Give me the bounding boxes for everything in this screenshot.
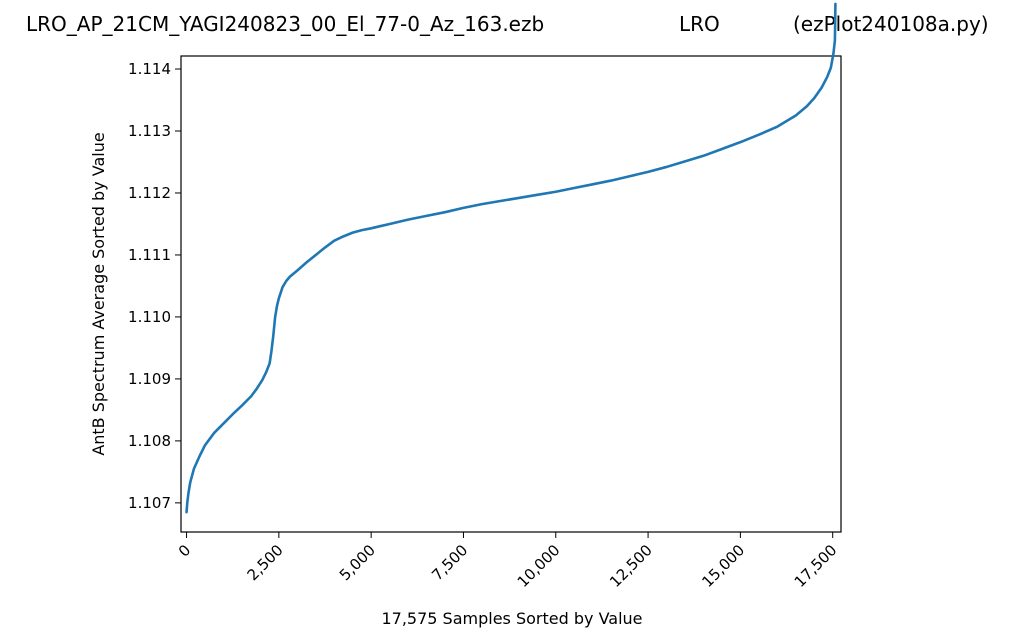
x-tick-label: 15,000 bbox=[698, 541, 748, 591]
x-axis: 0 2,500 5,000 7,500 10,000 12,500 15,000 17,500 bbox=[175, 532, 841, 591]
header-right: (ezPlot240108a.py) bbox=[793, 12, 989, 36]
y-axis: 1.107 1.108 1.109 1.110 1.111 1.112 1.113 1.114 bbox=[128, 60, 181, 512]
y-tick-label: 1.109 bbox=[128, 370, 171, 388]
y-tick-label: 1.110 bbox=[128, 308, 171, 326]
x-tick-label: 0 bbox=[175, 541, 194, 560]
y-tick-label: 1.114 bbox=[128, 60, 171, 78]
x-tick-label: 7,500 bbox=[428, 541, 471, 584]
y-tick-label: 1.108 bbox=[128, 432, 171, 450]
x-tick-label: 2,500 bbox=[244, 541, 287, 584]
x-tick-label: 5,000 bbox=[336, 541, 379, 584]
x-tick-label: 17,500 bbox=[791, 541, 841, 591]
x-tick-label: 10,000 bbox=[514, 541, 564, 591]
y-axis-label: AntB Spectrum Average Sorted by Value bbox=[89, 132, 108, 455]
y-tick-label: 1.111 bbox=[128, 246, 171, 264]
plot-frame bbox=[180, 55, 842, 533]
y-tick-label: 1.113 bbox=[128, 122, 171, 140]
x-axis-label: 17,575 Samples Sorted by Value bbox=[381, 609, 642, 628]
header-left: LRO_AP_21CM_YAGI240823_00_El_77-0_Az_163… bbox=[26, 12, 544, 36]
y-tick-label: 1.112 bbox=[128, 184, 171, 202]
plot-area: 0 2,500 5,000 7,500 10,000 12,500 15,000 17,500… bbox=[128, 2, 842, 591]
x-tick-label: 12,500 bbox=[606, 541, 656, 591]
y-tick-label: 1.107 bbox=[128, 494, 171, 512]
series-line bbox=[185, 2, 837, 514]
header-center: LRO bbox=[679, 12, 720, 36]
